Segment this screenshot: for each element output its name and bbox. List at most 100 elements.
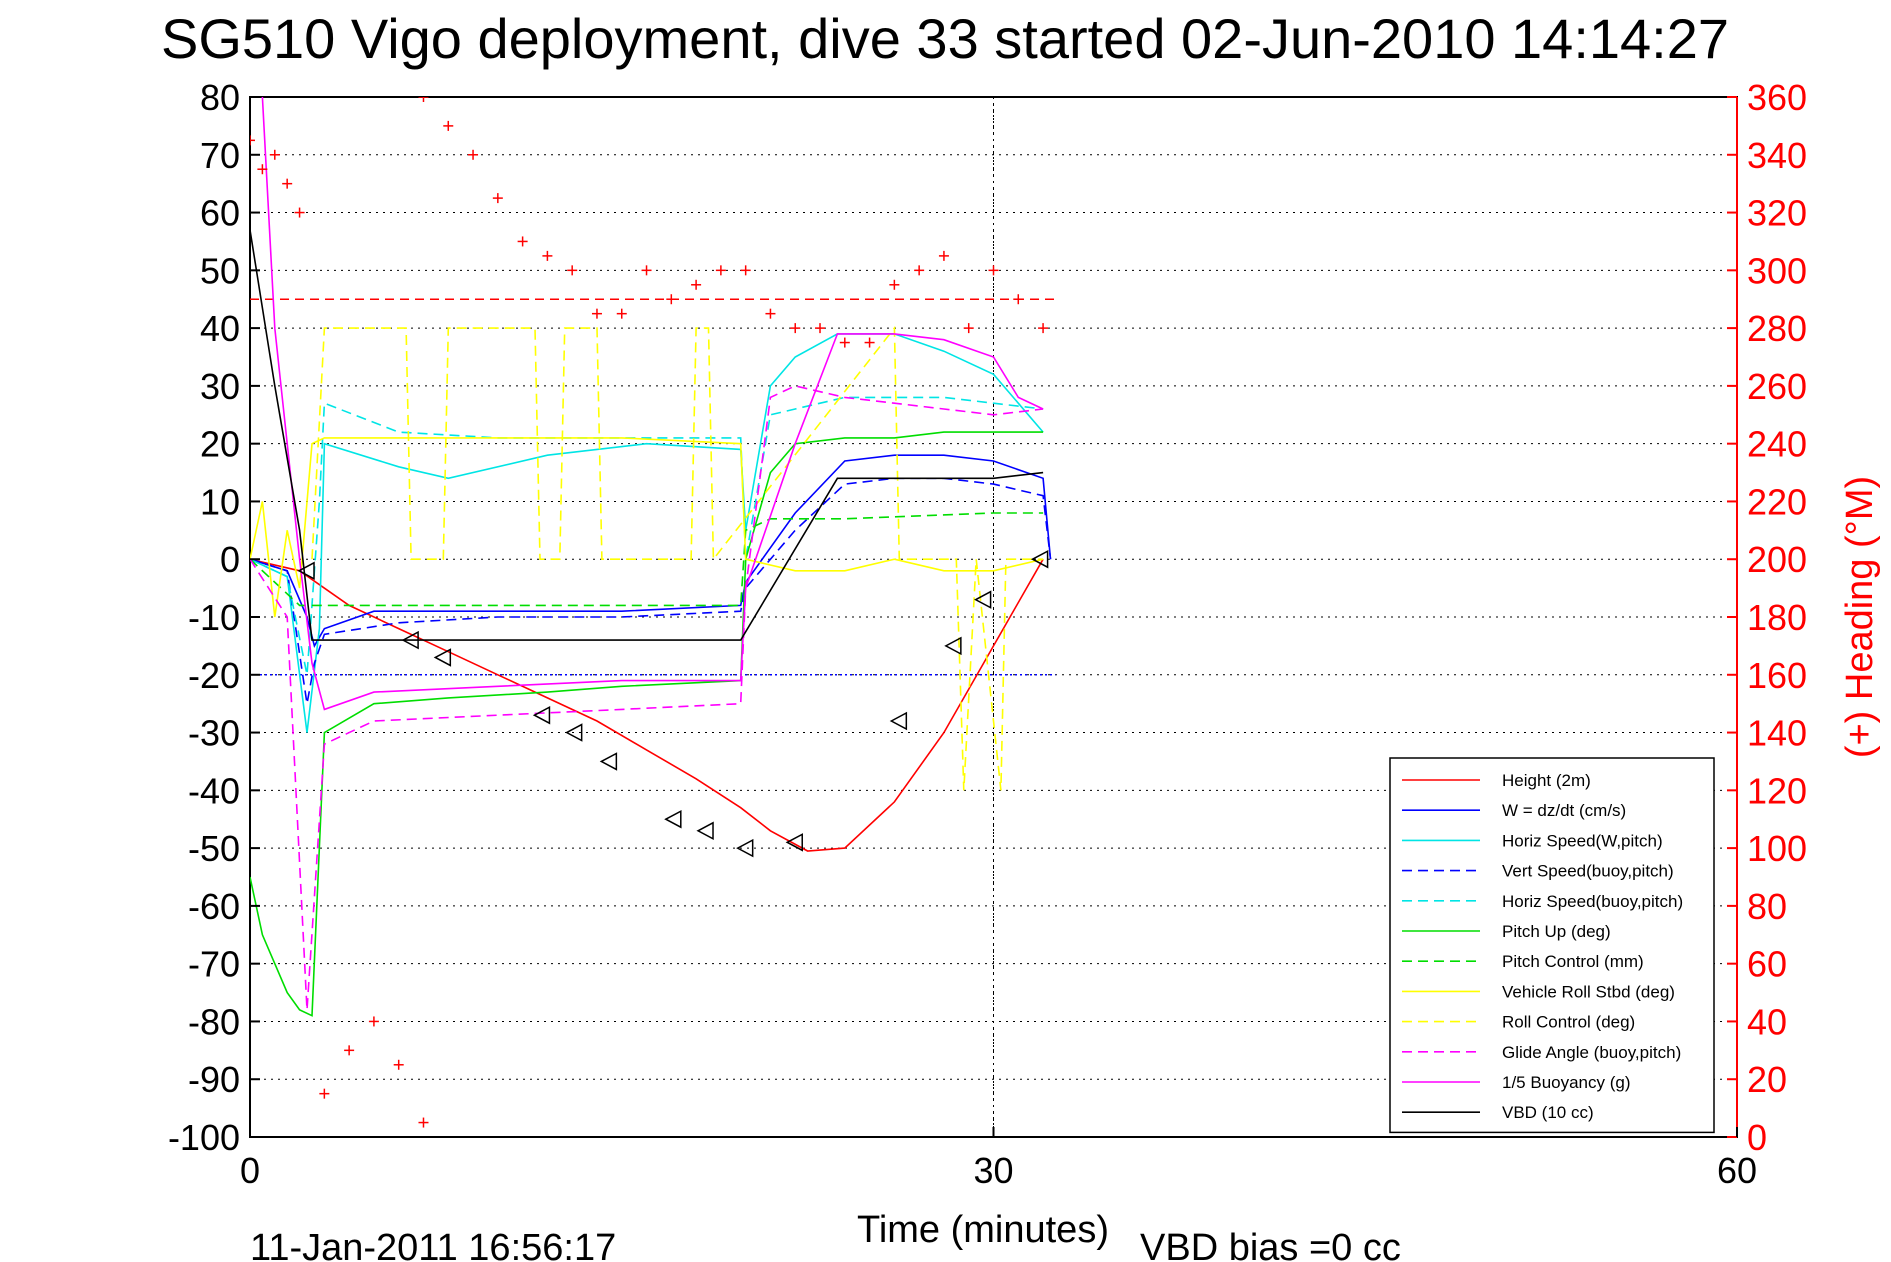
y-tick-label: 80	[200, 77, 240, 118]
depth-marker	[599, 752, 618, 771]
y2-tick-label: 0	[1747, 1117, 1767, 1158]
legend-label: Vert Speed(buoy,pitch)	[1502, 862, 1674, 881]
y2-tick-label: 340	[1747, 135, 1807, 176]
series-line-8	[311, 325, 1044, 791]
chart-title: SG510 Vigo deployment, dive 33 started 0…	[161, 7, 1729, 70]
heading-point	[889, 279, 900, 290]
heading-point	[468, 149, 479, 160]
y2-tick-label: 20	[1747, 1059, 1787, 1100]
depth-markers	[297, 549, 1049, 858]
y-tick-label: -90	[188, 1059, 240, 1100]
legend-label: Glide Angle (buoy,pitch)	[1502, 1043, 1681, 1062]
heading-point	[269, 149, 280, 160]
legend-label: Pitch Control (mm)	[1502, 952, 1644, 971]
y-tick-label: 30	[200, 366, 240, 407]
x-axis-label: Time (minutes)	[857, 1209, 1109, 1251]
y-axis-left: 80 70 60 50 40 30 20 10 0 -10 -20 -30 -40 -50 -60 -70 -8…	[168, 77, 260, 1158]
depth-marker	[433, 648, 452, 667]
depth-marker	[785, 833, 803, 852]
x-tick-label: 30	[973, 1150, 1013, 1191]
heading-point	[257, 164, 268, 175]
series-line-7	[250, 437, 1044, 618]
y-tick-label: -100	[168, 1117, 240, 1158]
depth-marker	[532, 705, 551, 725]
heading-point	[938, 250, 949, 261]
y2-tick-label: 360	[1747, 77, 1807, 118]
series-layer	[250, 97, 1052, 1017]
legend-label: Horiz Speed(buoy,pitch)	[1502, 892, 1683, 911]
footer-timestamp: 11-Jan-2011 16:56:17	[250, 1227, 616, 1262]
y-tick-label: -60	[188, 886, 240, 927]
y2-tick-label: 280	[1747, 308, 1807, 349]
y2-tick-label: 300	[1747, 250, 1807, 291]
heading-point	[492, 193, 503, 204]
heading-point	[250, 135, 255, 146]
heading-point	[815, 323, 826, 334]
heading-point	[641, 265, 652, 276]
y2-tick-label: 260	[1747, 366, 1807, 407]
y2-tick-label: 80	[1747, 886, 1787, 927]
series-line-10	[261, 97, 1044, 711]
depth-marker	[664, 809, 682, 829]
heading-point	[864, 337, 875, 348]
y-axis-right: 3603403203002802602402202001801601401201…	[1727, 77, 1807, 1158]
heading-point	[567, 265, 578, 276]
y2-tick-label: 100	[1747, 828, 1807, 869]
series-line-11	[250, 229, 1044, 641]
legend-label: W = dz/dt (cm/s)	[1502, 801, 1626, 820]
y-tick-label: -80	[188, 1001, 240, 1042]
y-tick-label: -40	[188, 770, 240, 811]
heading-point	[839, 337, 850, 348]
footer-vbd-bias: VBD bias =0 cc	[1140, 1227, 1401, 1262]
y2-tick-label: 220	[1747, 481, 1807, 522]
reference-lines	[250, 97, 1056, 1137]
y2-tick-label: 120	[1747, 770, 1807, 811]
y2-tick-label: 240	[1747, 424, 1807, 465]
y2-tick-label: 160	[1747, 655, 1807, 696]
heading-point	[790, 323, 801, 334]
legend-label: Roll Control (deg)	[1502, 1013, 1635, 1032]
heading-point	[542, 250, 553, 261]
y-tick-label: 40	[200, 308, 240, 349]
heading-point	[443, 120, 454, 131]
legend-label: 1/5 Buoyancy (g)	[1502, 1073, 1631, 1092]
depth-marker	[297, 561, 315, 581]
heading-point	[344, 1045, 355, 1056]
y-tick-label: 50	[200, 250, 240, 291]
depth-marker	[565, 723, 583, 742]
y2-tick-label: 200	[1747, 539, 1807, 580]
heading-point	[765, 308, 776, 319]
legend-label: Vehicle Roll Stbd (deg)	[1502, 982, 1675, 1001]
depth-marker	[401, 630, 419, 650]
y-tick-label: -30	[188, 713, 240, 754]
legend-box	[1389, 757, 1715, 1134]
y-tick-label: -70	[188, 944, 240, 985]
heading-points	[250, 97, 1049, 1128]
depth-marker	[696, 821, 714, 841]
legend-label: Horiz Speed(W,pitch)	[1502, 831, 1663, 850]
y-tick-label: 0	[220, 539, 240, 580]
series-line-3	[250, 477, 1052, 704]
heading-point	[591, 308, 602, 319]
depth-marker	[973, 590, 992, 609]
heading-point	[418, 1117, 429, 1128]
heading-point	[740, 265, 751, 276]
y2-tick-label: 40	[1747, 1001, 1787, 1042]
y2-tick-label: 140	[1747, 713, 1807, 754]
y2-tick-label: 60	[1747, 944, 1787, 985]
heading-point	[988, 265, 999, 276]
y-tick-label: 20	[200, 424, 240, 465]
y-tick-label: 70	[200, 135, 240, 176]
legend-label: VBD (10 cc)	[1502, 1103, 1594, 1122]
y2-tick-label: 320	[1747, 193, 1807, 234]
depth-marker	[889, 711, 908, 731]
heading-point	[1013, 294, 1024, 305]
legend-label: Pitch Up (deg)	[1502, 922, 1611, 941]
y-tick-label: -10	[188, 597, 240, 638]
heading-point	[1038, 323, 1049, 334]
heading-point	[368, 1016, 379, 1027]
heading-point	[294, 207, 305, 218]
legend: Height (2m) W = dz/dt (cm/s) Horiz Speed(W…	[1389, 757, 1715, 1134]
x-axis: 0 30 60	[240, 1127, 1757, 1191]
